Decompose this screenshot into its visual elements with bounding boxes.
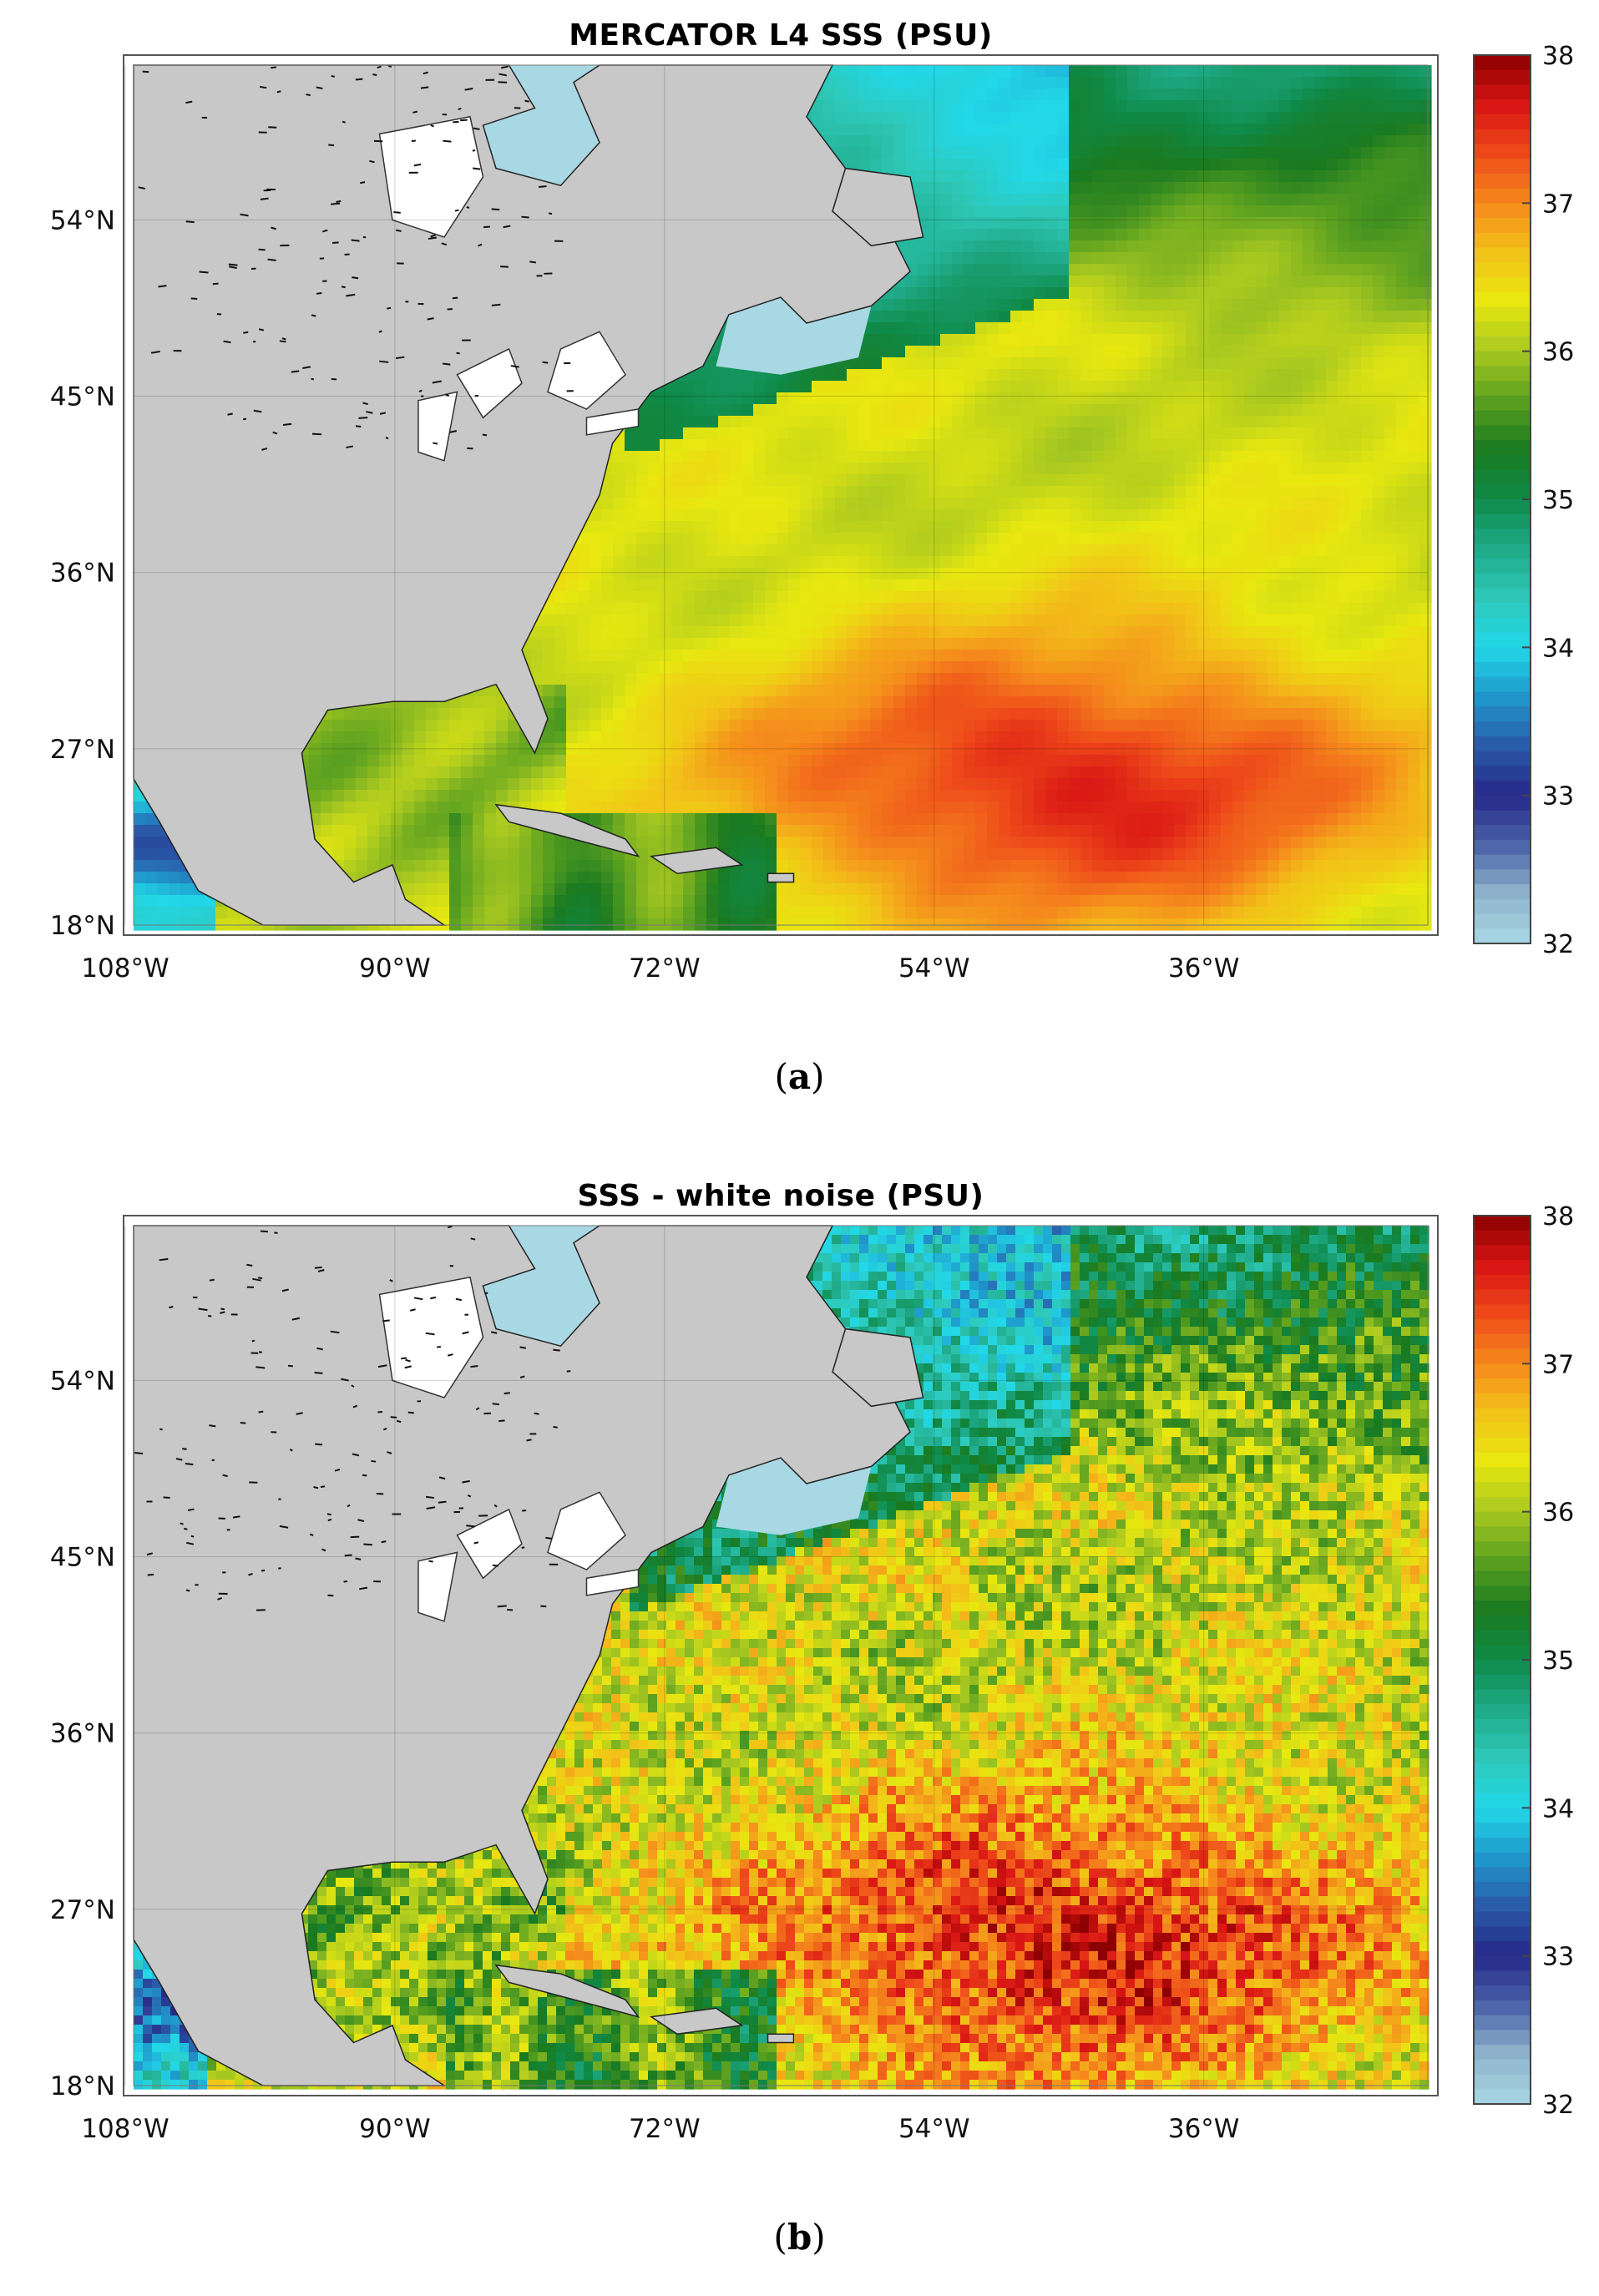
lake xyxy=(417,391,458,462)
lon-tick-label: 36°W xyxy=(1168,2114,1240,2144)
lake xyxy=(456,347,523,419)
lat-tick-label: 18°N xyxy=(50,911,115,941)
map-title: MERCATOR L4 SSS (PSU) xyxy=(117,18,1445,53)
lake xyxy=(378,115,484,238)
colorbar-tick-label: 32 xyxy=(1542,2091,1574,2120)
lat-tick-label: 36°N xyxy=(50,1719,115,1749)
lake xyxy=(417,1551,458,1622)
colorbar: 38 37 36 35 34 33 32 xyxy=(1473,1202,1574,2120)
lake xyxy=(585,1569,640,1596)
lon-tick-label: 108°W xyxy=(81,2114,169,2144)
lake xyxy=(585,408,640,436)
lon-tick-label: 72°W xyxy=(629,2114,701,2144)
hudson-bay xyxy=(392,65,600,186)
colorbar-tick-label: 33 xyxy=(1542,782,1574,812)
colorbar-tick-label: 36 xyxy=(1542,338,1574,367)
lon-tick-label: 108°W xyxy=(81,953,169,984)
panel-label: (a) xyxy=(0,1056,1599,1097)
colorbar-tick-label: 36 xyxy=(1542,1499,1574,1528)
map-frame xyxy=(123,54,1439,936)
lat-tick-label: 36°N xyxy=(50,559,115,589)
colorbar: 38 37 36 35 34 33 32 xyxy=(1473,42,1574,959)
land xyxy=(133,1225,924,2086)
map-title: SSS - white noise (PSU) xyxy=(117,1179,1445,1213)
colorbar-tick-label: 35 xyxy=(1542,1646,1574,1676)
lat-tick-label: 54°N xyxy=(50,1366,115,1396)
colorbar-tick-label: 32 xyxy=(1542,930,1574,959)
lake xyxy=(547,331,626,410)
map-frame xyxy=(123,1215,1439,2096)
lon-tick-label: 54°W xyxy=(898,2114,970,2144)
lat-tick-label: 45°N xyxy=(50,382,115,412)
lat-tick-label: 27°N xyxy=(50,735,115,765)
colorbar-tick-label: 38 xyxy=(1542,1202,1574,1231)
colorbar-tick-label: 37 xyxy=(1542,190,1574,219)
lat-tick-label: 54°N xyxy=(50,205,115,235)
lon-tick-label: 90°W xyxy=(359,2114,431,2144)
sss-map-b: 108°W 90°W 72°W 54°W 36°W 54°N 45°N 36°N 27°N 18°… xyxy=(50,1202,1574,2144)
lake xyxy=(547,1491,626,1570)
land xyxy=(133,64,924,926)
lon-tick-label: 36°W xyxy=(1168,953,1240,984)
sss-map-a: 108°W 90°W 72°W 54°W 36°W 54°N 45°N 36°N 27°N 18°… xyxy=(50,42,1574,984)
panel-b: SSS - white noise (PSU) 108°W 90°W 72°W 54°… xyxy=(0,1161,1599,2296)
lon-tick-label: 72°W xyxy=(629,953,701,984)
lon-tick-label: 90°W xyxy=(359,953,431,984)
graticule xyxy=(124,1226,1428,2086)
colorbar-tick-label: 35 xyxy=(1542,486,1574,515)
lat-tick-label: 27°N xyxy=(50,1895,115,1925)
lat-tick-label: 45°N xyxy=(50,1543,115,1573)
colorbar-tick-label: 34 xyxy=(1542,634,1574,663)
colorbar-tick-label: 34 xyxy=(1542,1794,1574,1823)
panel-label: (b) xyxy=(0,2217,1599,2258)
colorbar-tick-label: 33 xyxy=(1542,1943,1574,1972)
lon-tick-label: 54°W xyxy=(898,953,970,984)
lake xyxy=(456,1508,523,1580)
colorbar-tick-label: 38 xyxy=(1542,42,1574,71)
panel-a: MERCATOR L4 SSS (PSU) 108°W 90°W 72°W 54°W 3… xyxy=(0,0,1599,1135)
colorbar-tick-label: 37 xyxy=(1542,1350,1574,1379)
lat-tick-label: 18°N xyxy=(50,2071,115,2101)
hudson-bay xyxy=(392,1226,600,1347)
